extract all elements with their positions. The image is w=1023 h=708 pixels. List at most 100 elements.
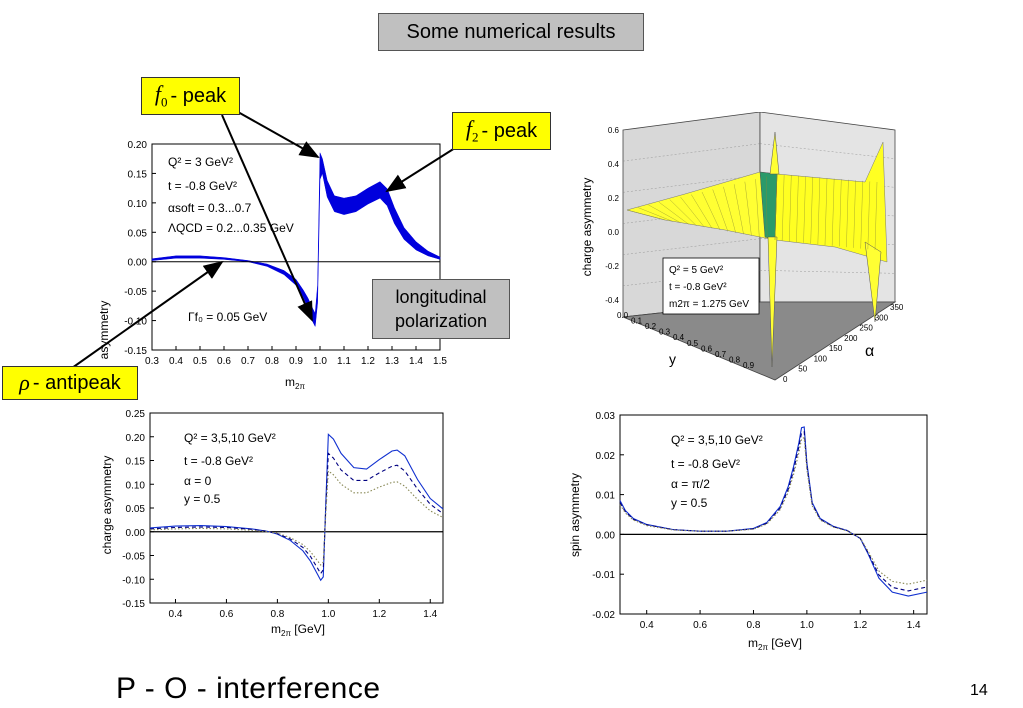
mesh-line	[846, 179, 849, 248]
alpha-tick-label: 250	[859, 324, 873, 333]
annot-q2: Q² = 3,5,10 GeV²	[184, 431, 276, 445]
alpha-tick-label: 150	[829, 344, 843, 353]
x-tick-label: 1.0	[313, 356, 327, 367]
x-tick-label: 0.9	[289, 356, 303, 367]
y-axis-label-3d: y	[669, 351, 676, 367]
x-tick-label: 0.7	[241, 356, 255, 367]
mesh-line	[781, 174, 785, 241]
y-tick-label: 0.00	[128, 258, 148, 269]
surface-spike-down	[767, 236, 778, 368]
z-tick-label: 0.6	[608, 126, 620, 135]
z-tick-label: 0.2	[608, 194, 620, 203]
x-tick-label: 1.5	[433, 356, 447, 367]
x-axis-label: m2π	[285, 375, 305, 391]
chart2-annotations: Q² = 3,5,10 GeV² t = -0.8 GeV² α = 0 y =…	[184, 431, 276, 506]
spin-asymmetry-chart: -0.02 -0.01 0.00 0.01 0.02 0.03 0.4 0.6 0.8 1.0 1.…	[568, 411, 928, 652]
y-tick-label: -0.02	[592, 610, 615, 621]
y-tick-label: 0.00	[596, 530, 616, 541]
annot-q2: Q² = 3 GeV²	[168, 155, 233, 169]
y-tick-label: 0.20	[126, 433, 146, 444]
y-axis-label: asymmetry	[97, 301, 111, 360]
rho-callout-text: - antipeak	[32, 371, 121, 394]
y-tick-label: 0.3	[659, 328, 671, 337]
x-tick-label: 1.0	[321, 609, 335, 620]
mesh-line	[744, 181, 752, 236]
x-tick-label: 1.2	[361, 356, 375, 367]
x-tick-label: 1.1	[337, 356, 351, 367]
x-tick-label: 0.4	[640, 620, 654, 631]
annot3d-q2: Q² = 5 GeV²	[669, 265, 724, 276]
z-tick-label: 0.0	[608, 228, 620, 237]
y-tick-label: 0.5	[687, 339, 699, 348]
slide-title: Some numerical results	[378, 13, 644, 51]
y-tick-label: 0.25	[126, 409, 146, 420]
longitudinal-line2: polarization	[394, 311, 488, 331]
y-tick-label: -0.01	[592, 570, 615, 581]
mesh-line	[669, 199, 697, 226]
asymmetry-band-chart: -0.15 -0.10 -0.05 0.00 0.05 0.10 0.15 0.20 0.3 0.…	[97, 140, 447, 391]
x-tick-label: 0.6	[217, 356, 231, 367]
alpha-axis-label-3d: α	[865, 343, 874, 360]
wall-gridline	[759, 143, 896, 159]
plot-frame	[619, 414, 928, 615]
x-tick-label: 0.4	[169, 609, 183, 620]
annot-q2: Q² = 3,5,10 GeV²	[671, 433, 763, 447]
wall-gridline	[622, 238, 761, 255]
z-tick-label: -0.4	[605, 296, 619, 305]
longitudinal-polarization-box: longitudinal polarization	[372, 279, 510, 339]
annot3d-t: t = -0.8 GeV²	[669, 282, 727, 293]
x-tick-label: 1.4	[907, 620, 921, 631]
x-tick-label: 1.4	[409, 356, 423, 367]
alpha-tick-label: 100	[814, 354, 828, 363]
f2-callout-text: - peak	[481, 119, 538, 142]
f0-peak-callout: f0- peak	[141, 77, 240, 115]
mesh-line	[691, 194, 713, 229]
y-tick-label: 0.0	[617, 311, 629, 320]
x-tick-label: 1.0	[800, 620, 814, 631]
y-tick-label: -0.10	[122, 575, 145, 586]
annot-lambda: ΛQCD = 0.2...0.35 GeV	[168, 221, 294, 235]
x-tick-label: 0.3	[145, 356, 159, 367]
footer-title: P - O - interference	[116, 672, 381, 705]
x-tick-label: 0.6	[219, 609, 233, 620]
x-axis-label: m2π [GeV]	[271, 622, 325, 638]
y-tick-label: 0.01	[596, 491, 616, 502]
x-tick-label: 1.2	[853, 620, 867, 631]
y-tick-label: 0.15	[126, 457, 146, 468]
annot-alpha: α = 0	[184, 474, 212, 488]
charge-asymmetry-chart: -0.15 -0.10 -0.05 0.00 0.05 0.10 0.15 0.20 0.25 0…	[100, 409, 444, 638]
mesh-line	[659, 202, 689, 225]
series-dashed-line	[619, 430, 928, 592]
annot-y: y = 0.5	[184, 492, 221, 506]
surface-spike-up	[769, 131, 780, 175]
y-tick-label: 0.2	[645, 322, 657, 331]
y-tick-label: -0.05	[124, 287, 147, 298]
series-dotted-line	[619, 436, 928, 585]
wall-gridline	[622, 175, 761, 193]
alpha-tick-label: 200	[844, 334, 858, 343]
z-axis-label: charge asymmetry	[580, 178, 594, 277]
x-tick-label: 1.4	[423, 609, 437, 620]
mesh-line	[789, 175, 792, 242]
f0-symbol: f0	[154, 81, 168, 110]
series-dashed-line	[149, 452, 444, 575]
y-tick-label: -0.10	[124, 317, 147, 328]
y-tick-label: 0.8	[729, 355, 741, 364]
y-tick-label: 0.20	[128, 140, 148, 151]
mesh-line	[831, 178, 835, 246]
annot-t: t = -0.8 GeV²	[168, 179, 237, 193]
annot-gamma: Γf₀ = 0.05 GeV	[188, 310, 267, 324]
annot-t: t = -0.8 GeV²	[671, 457, 740, 471]
annot-t: t = -0.8 GeV²	[184, 454, 253, 468]
x-tick-label: 0.6	[693, 620, 707, 631]
y-tick-label: 0.4	[673, 333, 685, 342]
annot-alpha: αsoft = 0.3...0.7	[168, 201, 252, 215]
y-tick-label: -0.15	[124, 346, 147, 357]
x-tick-label: 0.5	[193, 356, 207, 367]
mesh-line	[733, 184, 744, 235]
alpha-tick-label: 0	[783, 375, 788, 384]
z-tick-label: 0.4	[608, 160, 620, 169]
charge-asymmetry-3d-chart: charge asymmetry y α -0.4-0.20.00.20.40.…	[580, 112, 904, 384]
mesh-line	[712, 189, 729, 232]
mesh-line	[680, 197, 705, 228]
